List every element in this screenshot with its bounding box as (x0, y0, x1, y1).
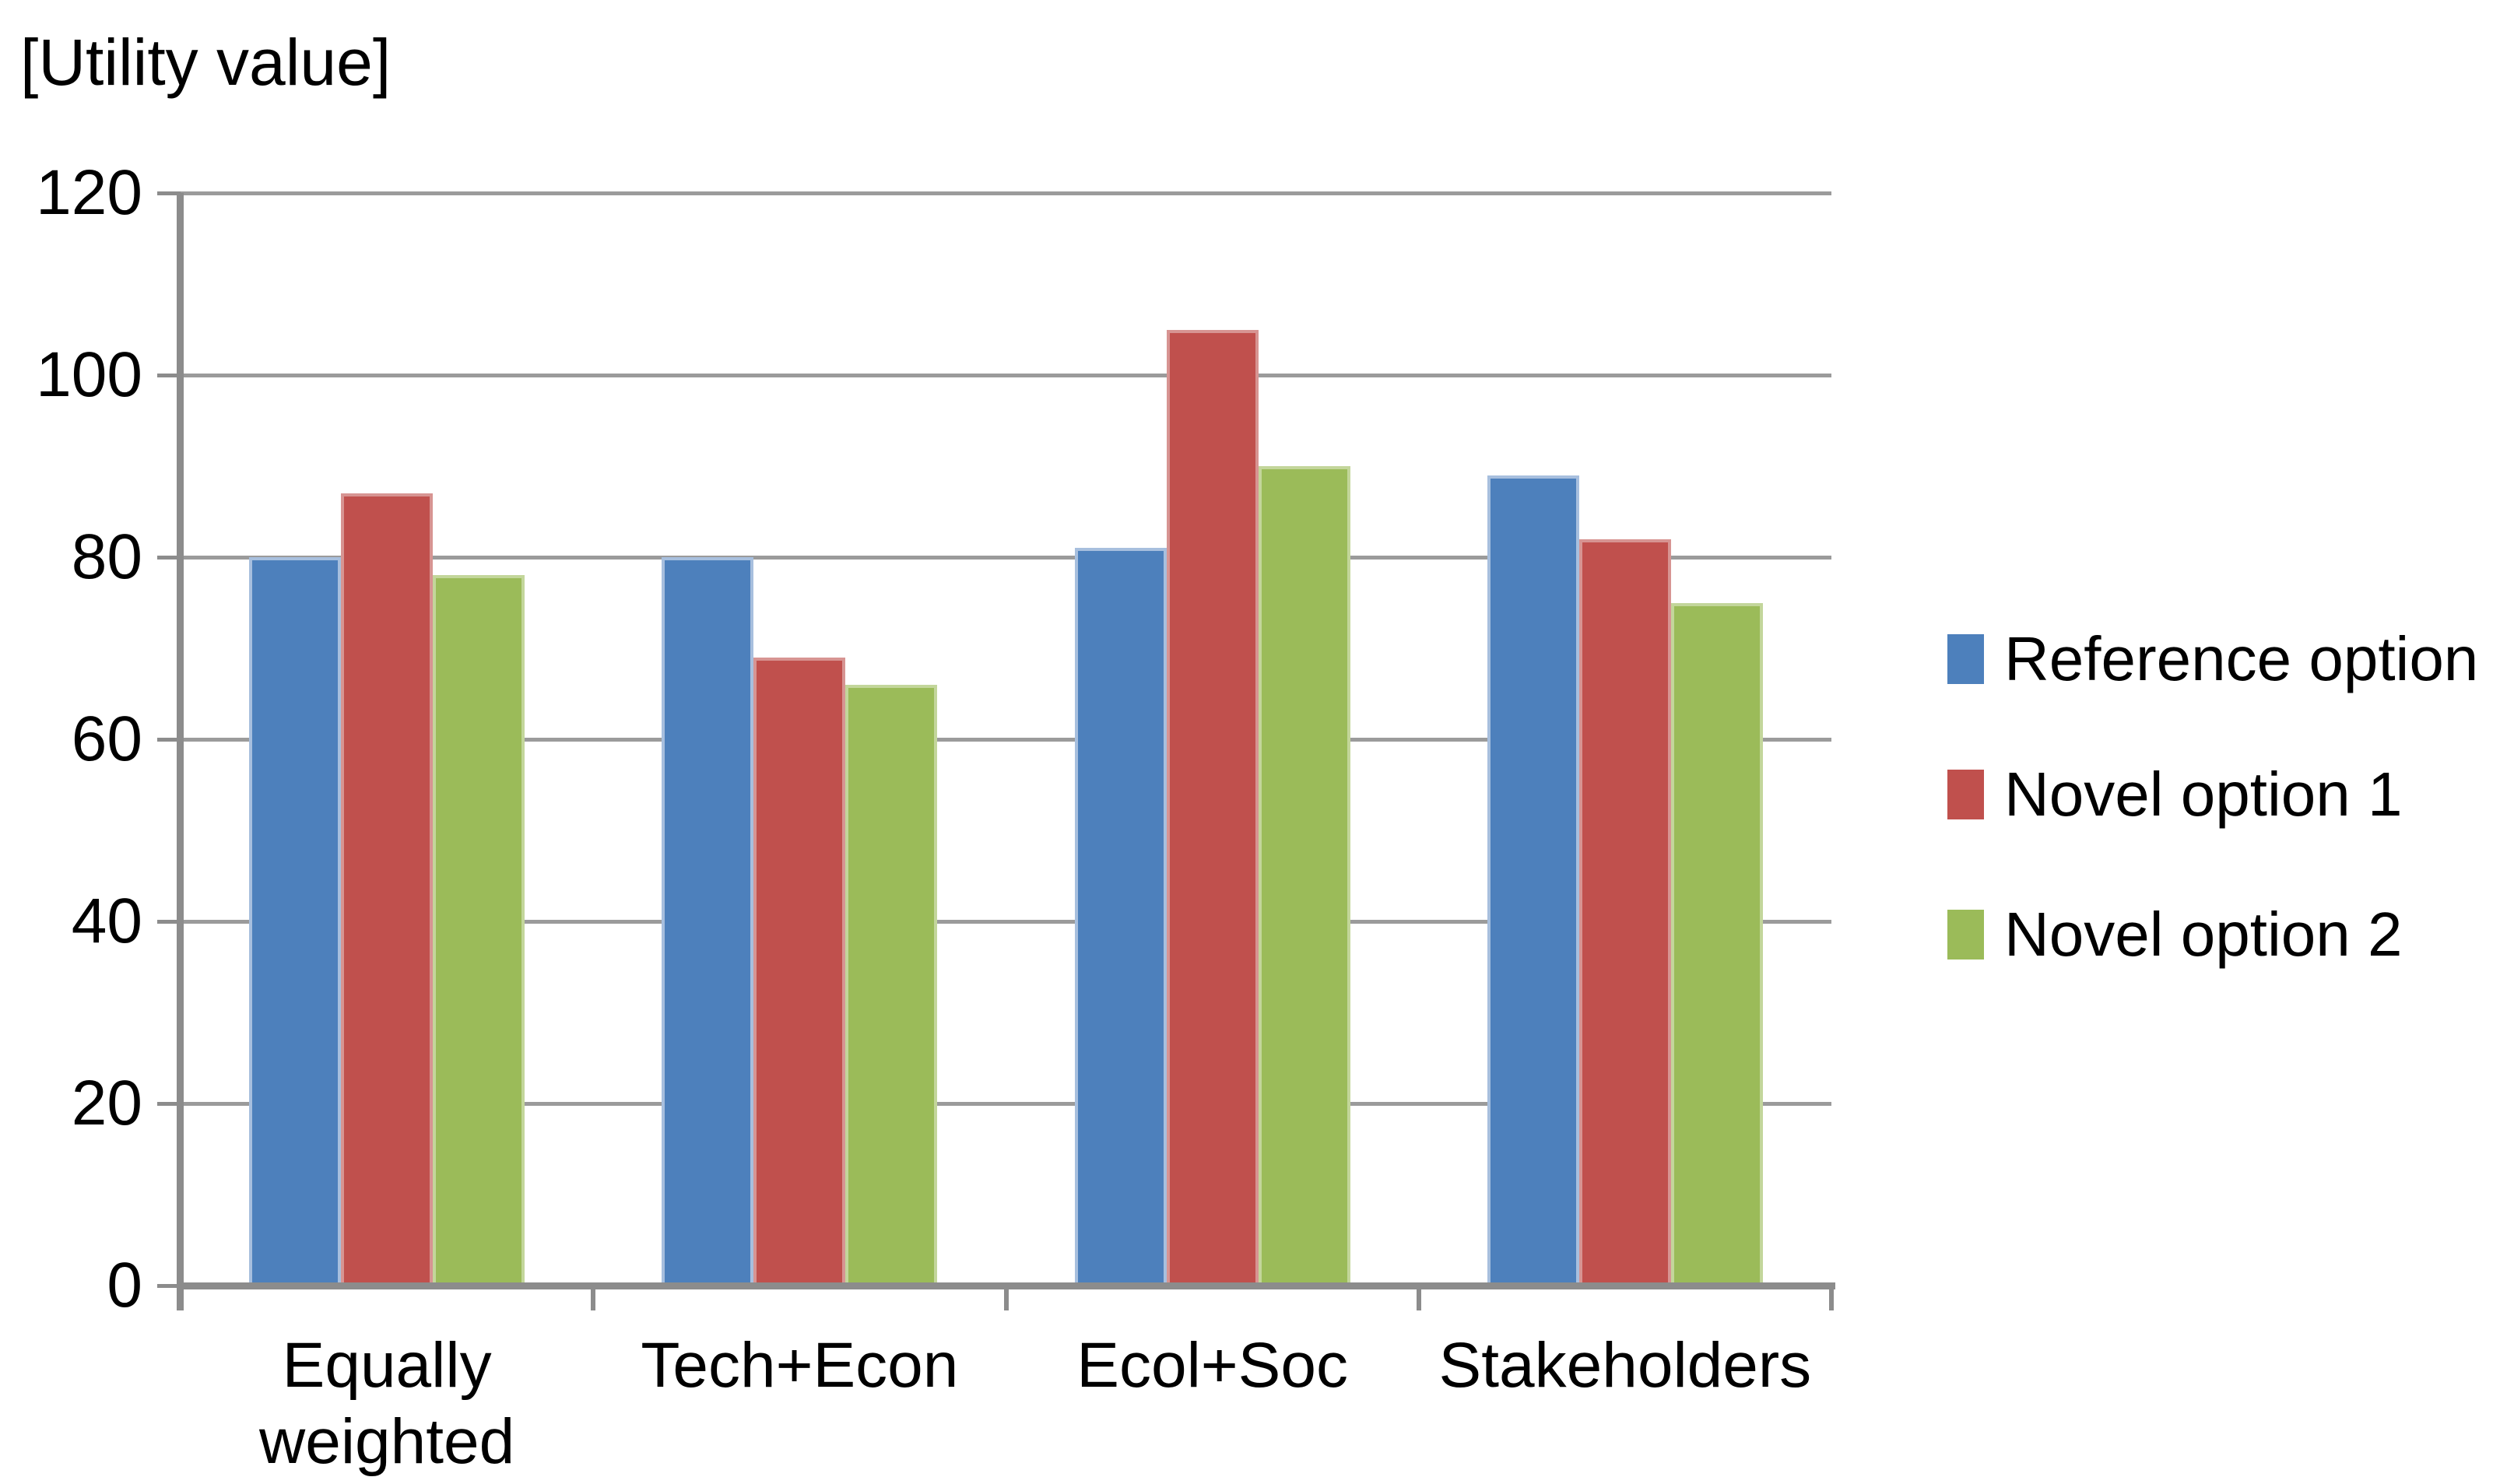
y-tick-60 (157, 737, 181, 742)
y-axis-label-100: 100 (36, 339, 142, 410)
y-tick-100 (157, 373, 181, 377)
y-axis-label-120: 120 (36, 157, 142, 228)
legend-swatch-novel-option-2 (1947, 910, 1984, 960)
legend-item-novel-option-1: Novel option 1 (1947, 763, 2402, 826)
y-axis-label-60: 60 (71, 703, 142, 774)
bar-novel-option-1-stakeholders (1578, 539, 1671, 1286)
y-axis-label-0: 0 (107, 1250, 142, 1321)
y-tick-120 (157, 191, 181, 195)
legend-item-reference-option: Reference option (1947, 628, 2478, 690)
bar-novel-option-2-stakeholders (1670, 602, 1763, 1286)
bar-novel-option-1-tech-econ (753, 657, 846, 1286)
bar-reference-option-stakeholders (1487, 475, 1579, 1286)
gridline-40 (181, 919, 1831, 924)
bar-reference-option-tech-econ (662, 557, 754, 1286)
bar-reference-option-equally-weighted (249, 557, 342, 1286)
chart-title: [Utility value] (20, 26, 392, 99)
legend-swatch-reference-option (1947, 634, 1984, 684)
y-axis-label-80: 80 (71, 521, 142, 592)
gridline-20 (181, 1101, 1831, 1106)
bar-novel-option-2-tech-econ (845, 684, 938, 1286)
bar-novel-option-1-ecol-soc (1166, 329, 1259, 1286)
plot-area (157, 191, 1835, 1310)
x-tick-2 (1003, 1282, 1009, 1310)
y-tick-40 (157, 919, 181, 924)
gridline-120 (181, 191, 1831, 195)
legend-label-reference-option: Reference option (2004, 624, 2479, 693)
x-tick-1 (591, 1282, 596, 1310)
y-axis-line (177, 193, 184, 1310)
y-axis-label-40: 40 (71, 886, 142, 956)
gridline-100 (181, 373, 1831, 377)
y-axis-label-20: 20 (71, 1068, 142, 1138)
bar-novel-option-2-equally-weighted (433, 575, 525, 1286)
bar-reference-option-ecol-soc (1074, 548, 1167, 1286)
legend-label-novel-option-2: Novel option 2 (2004, 900, 2403, 969)
y-tick-20 (157, 1101, 181, 1106)
gridline-80 (181, 555, 1831, 560)
x-axis-label-equally-weighted: Equally weighted (259, 1330, 515, 1477)
y-tick-0 (157, 1283, 181, 1288)
x-tick-4 (1829, 1282, 1834, 1310)
gridline-60 (181, 737, 1831, 742)
legend-item-novel-option-2: Novel option 2 (1947, 903, 2402, 966)
y-tick-80 (157, 555, 181, 560)
legend-label-novel-option-1: Novel option 1 (2004, 760, 2403, 829)
x-axis-label-stakeholders: Stakeholders (1438, 1330, 1812, 1401)
x-axis-label-tech-econ: Tech+Econ (641, 1330, 959, 1401)
x-axis-line (177, 1282, 1835, 1289)
bar-novel-option-1-equally-weighted (341, 493, 434, 1286)
x-axis-label-ecol-soc: Ecol+Soc (1076, 1330, 1348, 1401)
x-tick-3 (1416, 1282, 1421, 1310)
legend-swatch-novel-option-1 (1947, 770, 1984, 819)
bar-novel-option-2-ecol-soc (1258, 466, 1350, 1286)
